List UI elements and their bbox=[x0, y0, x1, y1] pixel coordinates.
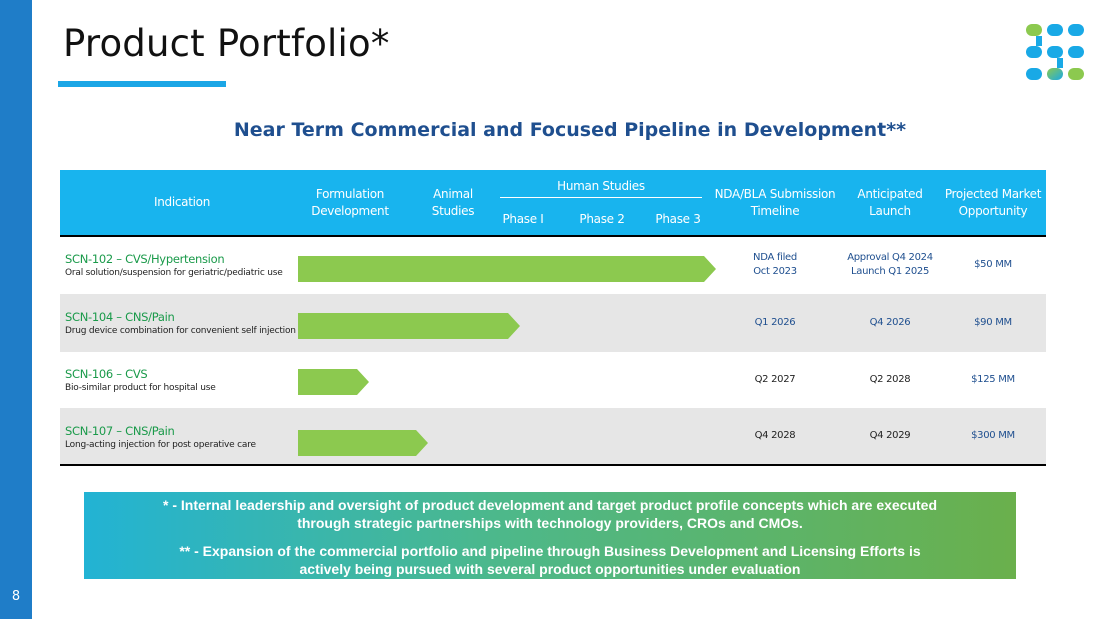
market-value: $90 MM bbox=[974, 317, 1012, 328]
header-animal-studies: Animal Studies bbox=[416, 186, 490, 220]
section-subtitle: Near Term Commercial and Focused Pipelin… bbox=[233, 119, 907, 141]
launch-line1: Approval Q4 2024 bbox=[847, 252, 933, 263]
footnote-1-line2: through strategic partnerships with tech… bbox=[297, 515, 803, 531]
header-nda-timeline: NDA/BLA Submission Timeline bbox=[710, 186, 840, 220]
header-launch-line1: Anticipated bbox=[857, 187, 923, 201]
progress-bar bbox=[298, 369, 369, 395]
market-value: $300 MM bbox=[971, 430, 1015, 441]
header-indication: Indication bbox=[153, 195, 211, 209]
table-row: SCN-106 – CVS Bio-similar product for ho… bbox=[60, 351, 1046, 409]
header-nda-line2: Timeline bbox=[750, 204, 800, 218]
nda-timeline-value: Q1 2026 bbox=[754, 317, 796, 328]
nda-line1: NDA filed bbox=[753, 252, 797, 263]
nda-timeline-value: Q4 2028 bbox=[754, 430, 796, 441]
footnote-2-line2: actively being pursued with several prod… bbox=[299, 561, 801, 577]
product-name: SCN-106 – CVS bbox=[65, 367, 148, 381]
header-formulation-line1: Formulation bbox=[315, 187, 385, 201]
nda-line2: Oct 2023 bbox=[753, 266, 797, 277]
table-row: SCN-102 – CVS/Hypertension Oral solution… bbox=[60, 237, 1046, 295]
side-accent-bar bbox=[0, 0, 32, 619]
footnote-1: * - Internal leadership and oversight of… bbox=[84, 496, 1016, 532]
page-number: 8 bbox=[11, 589, 21, 604]
market-value: $125 MM bbox=[971, 374, 1015, 385]
header-phase-1: Phase I bbox=[502, 212, 544, 226]
header-phase-3: Phase 3 bbox=[655, 212, 701, 226]
footnote-2: ** - Expansion of the commercial portfol… bbox=[84, 542, 1016, 578]
title-underline bbox=[58, 81, 226, 87]
human-studies-underline bbox=[500, 197, 702, 198]
product-description: Bio-similar product for hospital use bbox=[65, 383, 216, 393]
progress-bar bbox=[298, 430, 428, 456]
header-animal-line2: Studies bbox=[431, 204, 475, 218]
header-formulation: Formulation Development bbox=[298, 186, 402, 220]
product-description: Drug device combination for convenient s… bbox=[65, 326, 296, 336]
header-human-studies: Human Studies bbox=[557, 179, 645, 193]
launch-value: Q4 2026 bbox=[869, 317, 911, 328]
table-header: Indication Formulation Development Anima… bbox=[60, 170, 1046, 237]
launch-value: Q2 2028 bbox=[869, 374, 911, 385]
header-formulation-line2: Development bbox=[311, 204, 389, 218]
product-name: SCN-107 – CNS/Pain bbox=[65, 424, 175, 438]
pipeline-table: Indication Formulation Development Anima… bbox=[60, 170, 1046, 466]
header-anticipated-launch: Anticipated Launch bbox=[840, 186, 940, 220]
footnote-2-line1: ** - Expansion of the commercial portfol… bbox=[179, 543, 921, 559]
product-name: SCN-102 – CVS/Hypertension bbox=[65, 252, 225, 266]
table-row: SCN-104 – CNS/Pain Drug device combinati… bbox=[60, 294, 1046, 352]
launch-line2: Launch Q1 2025 bbox=[850, 266, 930, 277]
launch-value: Q4 2029 bbox=[869, 430, 911, 441]
header-market-line2: Opportunity bbox=[958, 204, 1028, 218]
header-launch-line2: Launch bbox=[869, 204, 911, 218]
launch-value: Approval Q4 2024 Launch Q1 2025 bbox=[840, 251, 940, 279]
company-logo-icon bbox=[1026, 24, 1084, 80]
product-description: Oral solution/suspension for geriatric/p… bbox=[65, 268, 283, 278]
product-name: SCN-104 – CNS/Pain bbox=[65, 310, 175, 324]
progress-bar bbox=[298, 313, 520, 339]
market-value: $50 MM bbox=[974, 259, 1012, 270]
nda-timeline-value: Q2 2027 bbox=[754, 374, 796, 385]
footnote-box: * - Internal leadership and oversight of… bbox=[84, 492, 1016, 579]
header-market-line1: Projected Market bbox=[944, 187, 1042, 201]
footnote-1-line1: * - Internal leadership and oversight of… bbox=[162, 497, 938, 513]
nda-timeline-value: NDA filed Oct 2023 bbox=[716, 251, 834, 279]
table-bottom-border bbox=[60, 464, 1046, 466]
table-row: SCN-107 – CNS/Pain Long-acting injection… bbox=[60, 408, 1046, 464]
header-nda-line1: NDA/BLA Submission bbox=[714, 187, 836, 201]
page-title: Product Portfolio* bbox=[63, 22, 390, 65]
header-phase-2: Phase 2 bbox=[579, 212, 625, 226]
progress-bar bbox=[298, 256, 716, 282]
header-market-opportunity: Projected Market Opportunity bbox=[940, 186, 1046, 220]
header-animal-line1: Animal bbox=[433, 187, 473, 201]
product-description: Long-acting injection for post operative… bbox=[65, 440, 256, 450]
